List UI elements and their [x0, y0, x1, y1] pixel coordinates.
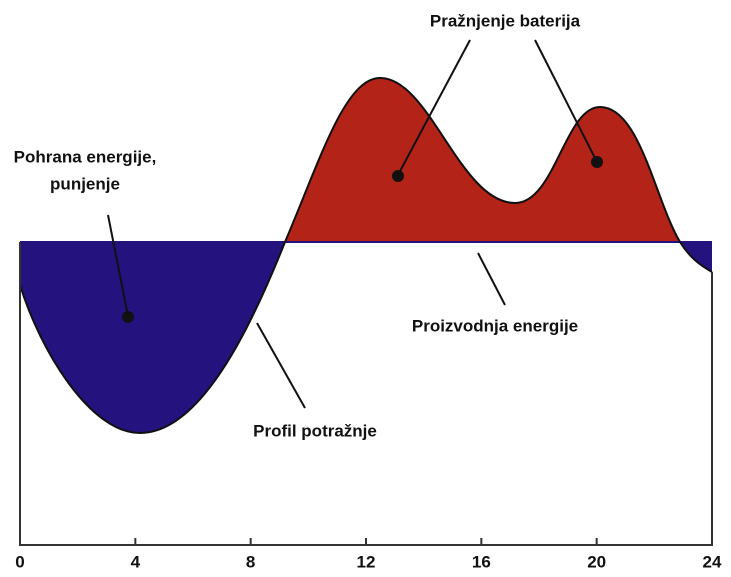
discharge-label: Pražnjenje baterija — [430, 11, 581, 30]
leader-line — [256, 322, 306, 409]
dot — [122, 311, 134, 323]
storage-label: punjenje — [50, 174, 120, 193]
production-label: Proizvodnja energije — [412, 316, 578, 335]
x-tick-label: 8 — [246, 552, 255, 571]
leader-line — [107, 214, 129, 317]
leader-line — [477, 252, 506, 306]
x-tick-label: 20 — [587, 552, 606, 571]
demand-label: Profil potražnje — [253, 421, 377, 440]
discharge-area — [285, 78, 680, 242]
x-tick-label: 0 — [15, 552, 24, 571]
x-tick-label: 16 — [472, 552, 491, 571]
dot — [392, 170, 404, 182]
storage-area-end — [680, 242, 712, 272]
dot — [591, 156, 603, 168]
demand-curve — [19, 76, 713, 435]
x-tick-label: 24 — [703, 552, 722, 571]
x-tick-label: 4 — [131, 552, 141, 571]
leader-line — [397, 39, 471, 176]
leader-line — [534, 39, 598, 163]
storage-label: Pohrana energije, — [14, 147, 157, 166]
x-tick-label: 12 — [357, 552, 376, 571]
storage-area — [20, 242, 285, 433]
